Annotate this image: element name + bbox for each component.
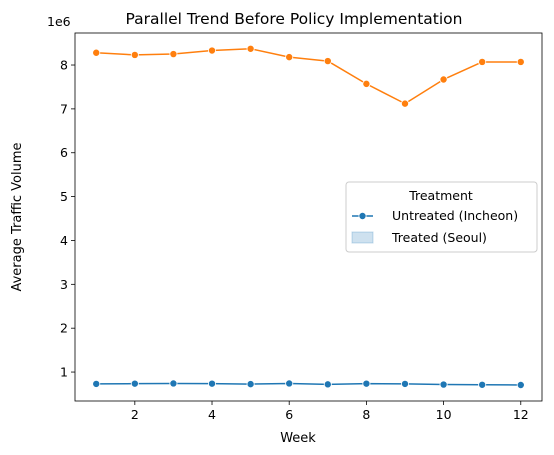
y-tick-label: 4 <box>60 233 68 248</box>
axes-frame <box>74 32 543 402</box>
data-point <box>246 380 255 389</box>
data-point <box>169 379 178 388</box>
series-line <box>96 48 521 105</box>
legend-entry-untreated: Untreated (Incheon) <box>392 208 518 223</box>
legend-entry-treated: Treated (Seoul) <box>391 230 487 245</box>
data-point <box>439 380 448 389</box>
data-point <box>439 75 448 84</box>
data-point <box>208 46 217 55</box>
series-0 <box>92 379 525 389</box>
chart-title: Parallel Trend Before Policy Implementat… <box>126 10 463 28</box>
y-multiplier-label: 1e6 <box>47 14 71 29</box>
data-point <box>516 57 525 66</box>
y-tick-label: 7 <box>60 101 68 116</box>
data-point <box>362 379 371 388</box>
x-tick-label: 2 <box>131 407 139 422</box>
series-1 <box>92 44 525 108</box>
x-axis-label: Week <box>280 431 316 446</box>
legend-title: Treatment <box>408 188 473 203</box>
legend-marker-swatch <box>358 211 367 220</box>
data-point <box>285 53 294 62</box>
data-point <box>400 379 409 388</box>
data-point <box>208 379 217 388</box>
legend: Treatment Untreated (Incheon) Treated (S… <box>345 181 538 253</box>
data-point <box>130 379 139 388</box>
data-point <box>323 380 332 389</box>
y-tick-label: 3 <box>60 277 68 292</box>
y-tick-label: 5 <box>60 189 68 204</box>
y-tick-label: 2 <box>60 321 68 336</box>
data-point <box>92 379 101 388</box>
y-tick-label: 6 <box>60 145 68 160</box>
series-layer <box>92 44 525 389</box>
series-line <box>96 382 521 386</box>
y-tick-label: 8 <box>60 58 68 73</box>
legend-band-swatch <box>351 231 374 244</box>
x-tick-label: 12 <box>513 407 529 422</box>
data-point <box>362 79 371 88</box>
x-tick-label: 6 <box>285 407 293 422</box>
y-axis-label: Average Traffic Volume <box>10 142 25 291</box>
data-point <box>323 57 332 66</box>
data-point <box>130 50 139 59</box>
data-point <box>169 50 178 59</box>
data-point <box>478 380 487 389</box>
data-point <box>92 48 101 57</box>
data-point <box>246 44 255 53</box>
legend-frame <box>345 181 538 253</box>
data-point <box>400 99 409 108</box>
data-point <box>478 57 487 66</box>
y-tick-label: 1 <box>60 365 68 380</box>
x-tick-label: 8 <box>362 407 370 422</box>
x-tick-label: 4 <box>208 407 216 422</box>
data-point <box>285 379 294 388</box>
data-point <box>516 380 525 389</box>
x-tick-label: 10 <box>436 407 452 422</box>
